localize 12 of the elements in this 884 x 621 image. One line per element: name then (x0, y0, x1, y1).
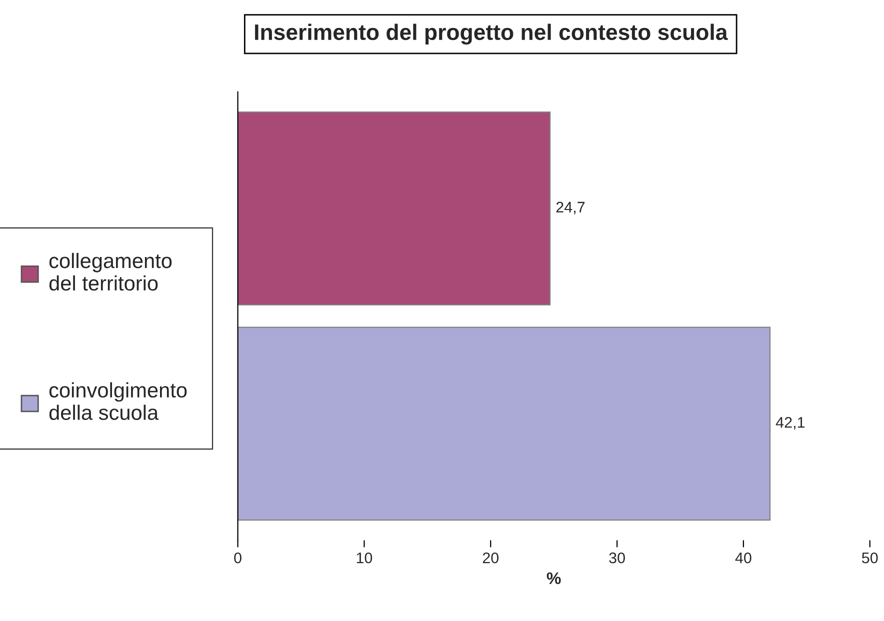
x-axis-title: % (546, 572, 561, 584)
x-tick-label: 0 (234, 552, 242, 564)
data-label: 42,1 (776, 416, 805, 430)
x-tick-label: 50 (862, 552, 878, 564)
data-label: 24,7 (556, 202, 585, 214)
x-tick-label: 10 (356, 552, 372, 564)
x-tick-label: 30 (609, 552, 625, 564)
x-tick-label: 20 (482, 552, 499, 564)
x-tick-label: 40 (735, 552, 752, 564)
legend-label: collegamento del territorio (49, 252, 172, 291)
chart-title: Inserimento del progetto nel contesto scuola (255, 24, 728, 45)
legend-label: coinvolgimento della scuola (49, 382, 187, 420)
